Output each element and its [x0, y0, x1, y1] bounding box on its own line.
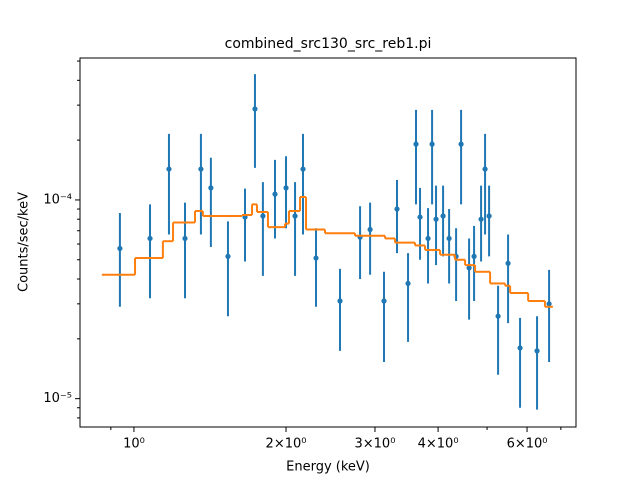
- chart-title: combined_src130_src_reb1.pi: [225, 36, 432, 52]
- data-point: [478, 216, 484, 222]
- data-point: [300, 166, 306, 172]
- data-point: [182, 235, 188, 242]
- y-axis-label: Counts/sec/keV: [17, 192, 32, 292]
- data-point: [208, 185, 214, 191]
- data-point: [166, 166, 172, 172]
- data-point: [283, 185, 289, 191]
- x-tick-label: 6×10⁰: [507, 437, 548, 452]
- data-point: [486, 213, 492, 219]
- data-point: [433, 216, 439, 222]
- data-point: [117, 245, 123, 252]
- data-point: [367, 226, 373, 233]
- plot-frame: [79, 57, 577, 428]
- data-point: [505, 260, 511, 266]
- data-point: [252, 106, 258, 112]
- data-point: [517, 345, 523, 351]
- data-point: [417, 214, 423, 220]
- x-tick-label: 2×10⁰: [266, 437, 307, 452]
- data-point: [458, 141, 464, 147]
- data-point: [425, 235, 431, 242]
- data-point: [446, 235, 452, 242]
- y-tick-label: 10⁻⁴: [43, 192, 72, 207]
- data-point: [198, 166, 204, 172]
- data-point: [260, 213, 266, 219]
- data-point: [147, 235, 153, 242]
- data-point: [440, 213, 446, 219]
- data-point: [429, 141, 435, 147]
- data-point: [466, 265, 472, 271]
- y-tick-label: 10⁻⁵: [43, 391, 72, 406]
- data-point: [337, 298, 343, 304]
- data-point: [413, 141, 419, 147]
- x-tick-label: 3×10⁰: [355, 437, 396, 452]
- x-tick-label: 4×10⁰: [418, 437, 459, 452]
- data-point: [482, 166, 488, 172]
- data-point: [546, 301, 552, 307]
- data-point: [381, 298, 387, 304]
- x-axis-label: Energy (keV): [286, 460, 370, 475]
- data-point: [394, 206, 400, 212]
- x-tick-label: 10⁰: [123, 437, 145, 452]
- data-point: [405, 280, 411, 287]
- data-point: [495, 313, 501, 319]
- data-point: [313, 255, 319, 261]
- data-point: [534, 348, 540, 354]
- data-point: [292, 213, 298, 219]
- data-point: [272, 191, 278, 197]
- data-point: [471, 253, 477, 259]
- data-point: [225, 253, 231, 259]
